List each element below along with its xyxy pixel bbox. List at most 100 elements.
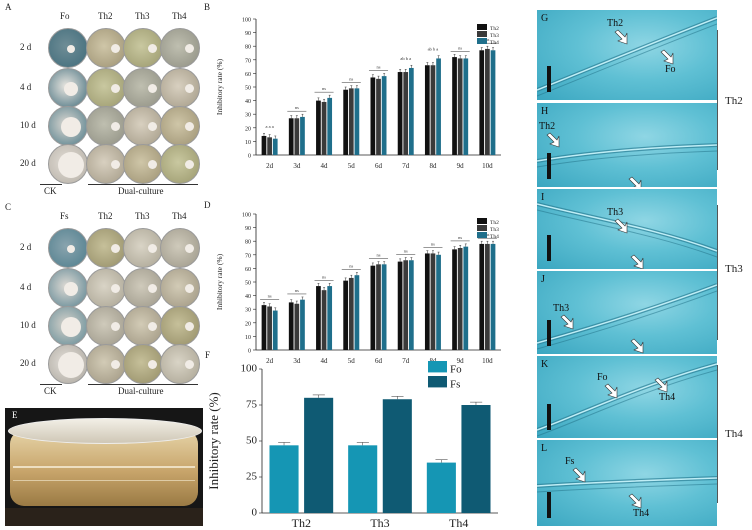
hypha-secondary <box>537 290 717 350</box>
bar-th3 <box>321 290 327 350</box>
significance-label: ab b a <box>400 56 411 61</box>
colony <box>148 284 157 293</box>
micrograph-label: Th4 <box>633 508 650 519</box>
panel-letter-j: J <box>541 274 545 285</box>
panel-letter-l: L <box>541 443 548 454</box>
bar-th4 <box>463 58 469 155</box>
dual-culture-plate <box>86 144 126 184</box>
x-category-label: 9d <box>457 162 465 170</box>
panel-letter-f: F <box>205 350 211 360</box>
legend-swatch <box>477 31 487 37</box>
ck-label: CK <box>44 386 57 396</box>
arrow-shape <box>630 338 644 354</box>
legend-swatch <box>477 24 487 30</box>
arrow-shape <box>630 254 644 269</box>
micrograph-k: K Fo Th4 <box>537 356 717 438</box>
bar-th3 <box>267 137 272 155</box>
colony <box>111 284 120 293</box>
hypha-outer <box>537 283 717 345</box>
ck-plate <box>48 144 88 184</box>
colony <box>61 317 81 337</box>
x-category-label: Th2 <box>292 516 311 528</box>
bar-th4 <box>354 88 360 155</box>
bar-th2 <box>424 253 430 350</box>
colony <box>111 160 120 169</box>
x-category-label: 10d <box>482 357 493 365</box>
plate-col-label: Th4 <box>172 211 187 221</box>
significance-label: ab b a <box>428 47 439 52</box>
ck-label: CK <box>44 186 57 196</box>
y-axis-title: Inhibitory rate (%) <box>215 253 224 310</box>
bar-th2 <box>452 57 457 155</box>
scale-bar <box>547 153 551 179</box>
significance-label: ns <box>349 77 353 82</box>
x-category-label: 4d <box>321 162 329 170</box>
arrow-icon <box>614 218 628 234</box>
panel-letter-d: D <box>204 200 211 210</box>
x-category-label: 6d <box>375 162 383 170</box>
panel-letter-g: G <box>541 13 549 24</box>
micrograph-label: Fo <box>665 64 676 75</box>
dual-culture-plate <box>123 344 163 384</box>
plate-row-label: 4 d <box>20 82 32 92</box>
colony <box>111 244 120 253</box>
bar-th3 <box>294 118 300 155</box>
x-category-label: Th3 <box>370 516 389 528</box>
bar-th4 <box>490 243 496 350</box>
dual-culture-plate <box>160 228 200 268</box>
dual-culture-plate <box>123 106 163 146</box>
bar-th2 <box>479 243 485 350</box>
arrow-icon <box>546 132 560 148</box>
dual-culture-label: Dual-culture <box>118 386 164 396</box>
group-label-th3: Th3 <box>725 263 743 275</box>
dual-culture-plate <box>86 28 126 68</box>
plate-row-label: 2 d <box>20 42 32 52</box>
panel-letter-i: I <box>541 192 545 203</box>
arrow-shape <box>560 314 574 330</box>
bar-th4 <box>327 97 333 155</box>
hypha-inner <box>537 363 717 431</box>
bar-th2 <box>288 118 294 155</box>
legend-swatch <box>477 225 487 231</box>
significance-label: ns <box>322 86 326 91</box>
colony <box>111 44 120 53</box>
dual-culture-plate <box>160 306 200 346</box>
significance-label: ns <box>295 288 299 293</box>
micrograph-l: L Fs Th4 <box>537 440 717 526</box>
significance-label: ns <box>295 105 299 110</box>
hyphae <box>537 362 717 437</box>
bar-th3 <box>376 264 381 350</box>
group-bracket-th2 <box>717 30 718 170</box>
panel-letter-a: A <box>5 2 12 12</box>
plate-col-label: Th3 <box>135 211 150 221</box>
dish-rim-line <box>13 466 195 468</box>
dual-culture-plate <box>86 344 126 384</box>
bar-th3 <box>485 243 490 350</box>
colony <box>148 122 157 131</box>
bar-th3 <box>348 277 354 350</box>
significance-label: a a a <box>265 124 273 129</box>
y-tick-label: 90 <box>245 31 251 37</box>
dual-culture-plate <box>123 144 163 184</box>
bar-th2 <box>397 261 403 350</box>
bar-th2 <box>370 77 376 155</box>
colony <box>148 244 157 253</box>
chart-b: 0 10 20 30 40 50 60 70 80 90 100 Inhibitory rate (%… <box>215 18 501 170</box>
dish-rim-line-2 <box>13 480 195 481</box>
arrow-icon <box>654 377 668 393</box>
arrow-shape <box>628 493 642 509</box>
y-axis-title: Inhibitory rate (%) <box>215 58 224 115</box>
micrograph-label: Th2 <box>607 18 624 29</box>
bar-fs <box>382 399 412 513</box>
hypha-inner <box>537 284 717 344</box>
ck-plate <box>48 344 88 384</box>
colony <box>185 284 194 293</box>
group-bracket-th3 <box>717 205 718 340</box>
y-tick-label: 40 <box>245 294 251 300</box>
legend-label: Th4 <box>490 234 499 240</box>
colony <box>67 45 75 53</box>
arrow-icon <box>614 29 628 45</box>
bar-th3 <box>403 260 409 350</box>
ck-plate <box>48 106 88 146</box>
bar-th3 <box>430 65 436 155</box>
